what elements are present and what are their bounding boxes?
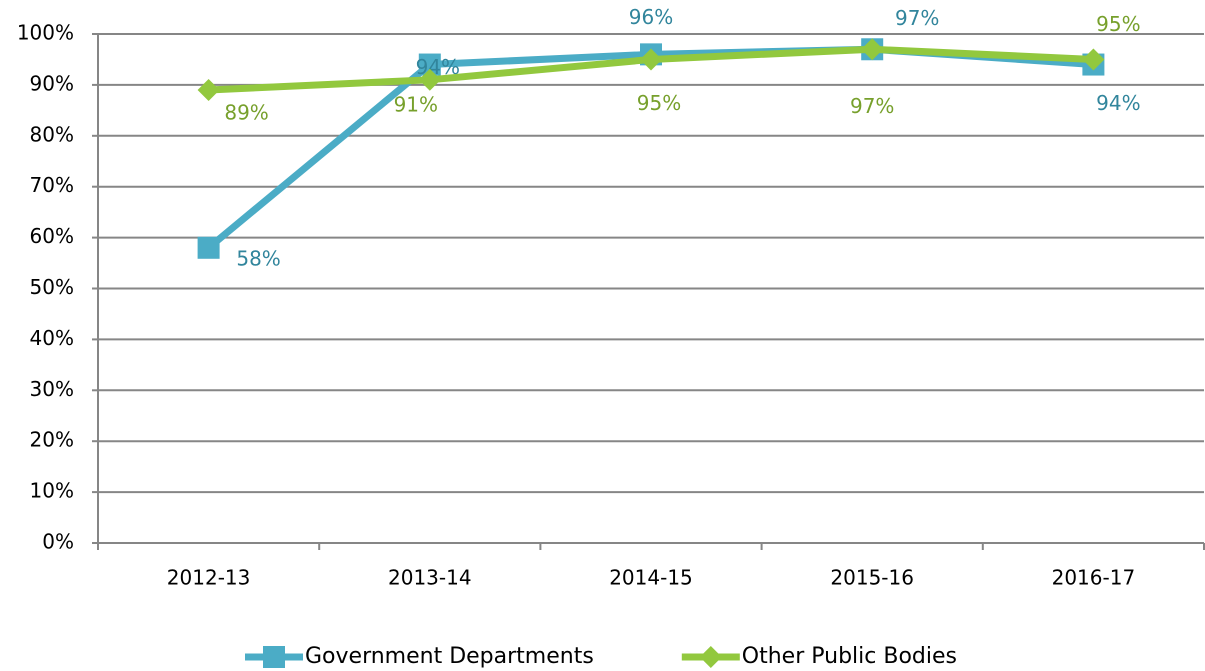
y-tick-label: 40%	[30, 326, 74, 350]
data-point	[861, 38, 884, 61]
y-tick-label: 100%	[17, 21, 74, 45]
y-tick-label: 30%	[30, 377, 74, 401]
data-point	[640, 48, 662, 71]
data-label: 95%	[637, 91, 681, 115]
legend-marker	[699, 646, 722, 668]
y-tick-label: 0%	[42, 530, 74, 554]
x-tick-label: 2013-14	[388, 566, 472, 590]
y-tick-label: 60%	[30, 224, 74, 248]
data-label: 97%	[850, 94, 894, 118]
series-line	[206, 45, 1094, 251]
x-tick-label: 2014-15	[609, 566, 693, 590]
legend-label: Government Departments	[305, 644, 594, 669]
data-label: 96%	[629, 5, 673, 29]
y-tick-label: 90%	[30, 71, 74, 95]
data-label: 94%	[1096, 91, 1140, 115]
data-label: 95%	[1096, 12, 1140, 36]
data-label: 91%	[394, 92, 438, 116]
x-tick-label: 2016-17	[1052, 566, 1136, 590]
data-point	[1082, 48, 1105, 71]
y-tick-label: 10%	[30, 479, 74, 503]
x-tick-label: 2015-16	[830, 566, 914, 590]
data-label: 97%	[895, 6, 939, 30]
y-tick-label: 70%	[30, 173, 74, 197]
x-tick-label: 2012-13	[167, 566, 251, 590]
legend-marker	[263, 646, 285, 668]
data-point	[418, 68, 441, 91]
y-tick-label: 50%	[30, 275, 74, 299]
data-point	[197, 78, 220, 101]
y-tick-label: 20%	[30, 428, 74, 452]
data-label: 58%	[236, 246, 280, 270]
y-tick-label: 80%	[30, 122, 74, 146]
data-point	[418, 53, 441, 76]
legend-label: Other Public Bodies	[742, 644, 957, 669]
data-point	[197, 236, 220, 259]
data-label: 89%	[224, 100, 268, 124]
